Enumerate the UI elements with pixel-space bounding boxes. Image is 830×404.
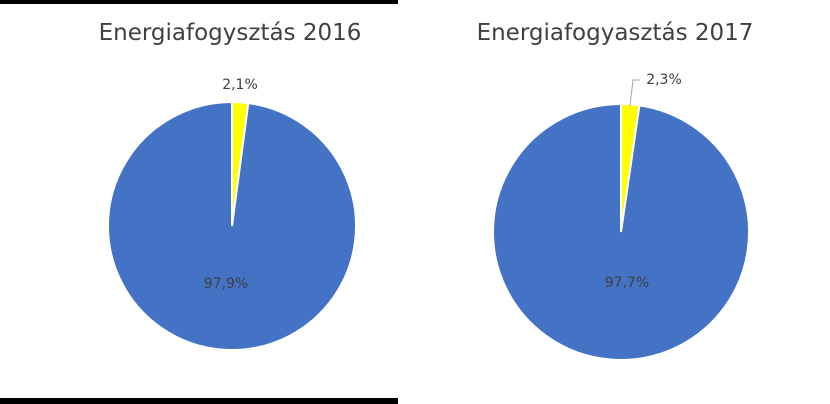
data-label-large: 97,7% (605, 275, 649, 291)
chart-title: Energiafogysztás 2016 (98, 20, 362, 46)
data-label-small: 2,3% (646, 72, 682, 88)
pie-slice-large (107, 100, 357, 351)
pie-chart-2017: Energiafogyasztás 2017 (420, 0, 830, 404)
data-label-large: 97,9% (204, 276, 248, 292)
bottom-border-line (0, 398, 398, 404)
chart-title: Energiafogyasztás 2017 (476, 20, 754, 46)
top-border-line (0, 0, 398, 4)
data-label-small: 2,1% (222, 77, 258, 93)
pie-chart-2016: Energiafogysztás 2016 (99, 20, 362, 46)
leader-line (629, 79, 640, 107)
pie-slice-large (492, 102, 750, 361)
